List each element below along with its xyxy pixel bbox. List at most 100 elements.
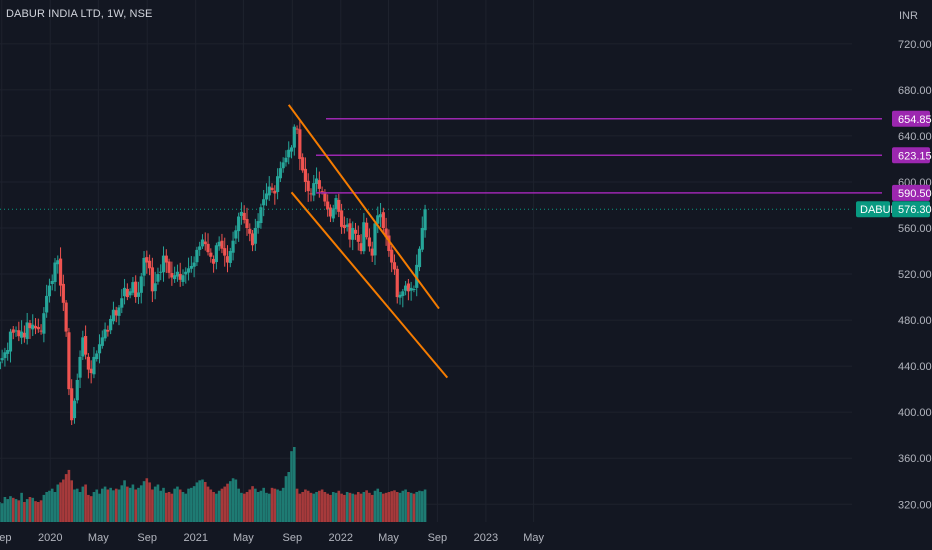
volume-bar (206, 486, 210, 522)
candle-body (376, 215, 380, 224)
candles (0, 120, 427, 426)
volume-bar (423, 489, 427, 522)
candle-body (317, 180, 321, 189)
channel-lines[interactable] (287, 104, 449, 379)
candle-body (58, 258, 63, 286)
candle-body (270, 187, 274, 191)
candle-body (259, 207, 263, 223)
candle-body (403, 285, 408, 291)
candle-body (298, 129, 302, 159)
price-axis[interactable]: INR720.00680.00640.00600.00560.00520.004… (856, 10, 932, 511)
candle-body (267, 186, 271, 196)
volume-bar (329, 494, 332, 522)
candle-body (139, 276, 143, 293)
volume-bar (131, 484, 135, 522)
candle-body (175, 271, 180, 277)
candle-body (78, 356, 82, 378)
candle-body (331, 208, 335, 219)
candle-body (415, 264, 419, 288)
candle-body (142, 257, 146, 276)
horizontal-levels[interactable] (316, 118, 882, 194)
candle-body (206, 243, 210, 253)
candle-body (106, 329, 110, 332)
candle-body (253, 228, 257, 244)
volume-bar (181, 492, 185, 522)
volume-bar (348, 492, 352, 522)
volume-bar (167, 492, 171, 522)
volume-bar (228, 481, 232, 522)
candle-body (117, 307, 121, 316)
candle-body (312, 183, 316, 196)
candle-body (256, 221, 260, 228)
candle-body (89, 368, 93, 374)
candle-body (345, 224, 349, 227)
volume-bar (75, 488, 79, 522)
price-tick-label: 480.00 (898, 315, 932, 327)
volume-bar (401, 490, 405, 522)
candle-body (100, 337, 104, 346)
volume-bar (28, 497, 32, 522)
volume-bar (376, 488, 380, 522)
volume-bar (6, 499, 9, 522)
volume-bar (301, 492, 304, 522)
candle-body (292, 126, 296, 148)
candle-body (301, 157, 305, 171)
volume-bar (164, 492, 168, 522)
candle-body (81, 337, 85, 357)
candle-body (50, 280, 54, 284)
time-tick-label: May (378, 532, 399, 544)
volume-bar (187, 488, 190, 522)
volume-bar (404, 489, 407, 522)
candle-body (17, 330, 21, 337)
level-tag-label: 623.15 (898, 150, 932, 162)
candle-body (47, 285, 52, 297)
volume-bar (176, 486, 179, 522)
candle-body (148, 260, 152, 269)
candle-body (281, 162, 285, 169)
candle-body (398, 294, 402, 298)
volume-bar (334, 492, 338, 522)
candle-body (45, 295, 49, 313)
candle-body (184, 271, 188, 275)
volume-bar (53, 492, 57, 522)
volume-bar (151, 489, 154, 522)
candle-body (278, 168, 282, 179)
volume-bar (142, 481, 146, 522)
volume-bar (95, 489, 99, 522)
candle-body (28, 323, 32, 329)
time-axis[interactable]: Sep 2020 May Sep 2021 May Sep 2022 May Sep 2023 May (0, 532, 544, 544)
volume-bar (312, 493, 316, 522)
candle-body (109, 318, 113, 331)
volume-bar (287, 472, 291, 522)
volume-bar (153, 486, 157, 522)
candle-body (356, 235, 360, 242)
volume-bar (190, 487, 193, 522)
volume-bar (309, 492, 313, 522)
candle-body (103, 329, 107, 339)
candle-body (170, 273, 174, 278)
channel-line[interactable] (287, 104, 440, 310)
candle-body (200, 239, 205, 247)
candle-body (156, 274, 160, 282)
candle-body (111, 309, 116, 322)
volume-bar (281, 487, 285, 522)
volume-bar (162, 487, 165, 522)
volume-bar (254, 488, 257, 522)
candle-body (295, 128, 299, 130)
candle-body (125, 288, 129, 298)
volume-bar (279, 490, 282, 522)
channel-line[interactable] (290, 191, 449, 379)
volume-bar (256, 492, 260, 522)
volume-bar (45, 492, 48, 522)
candle-body (262, 199, 266, 206)
symbol-tag (856, 201, 890, 218)
volume-bar (320, 489, 324, 522)
level-tag (892, 147, 930, 164)
volume-bar (393, 490, 396, 522)
volume-bar (415, 492, 419, 522)
time-tick-label: Sep (283, 532, 303, 544)
volume-bar (159, 490, 163, 522)
